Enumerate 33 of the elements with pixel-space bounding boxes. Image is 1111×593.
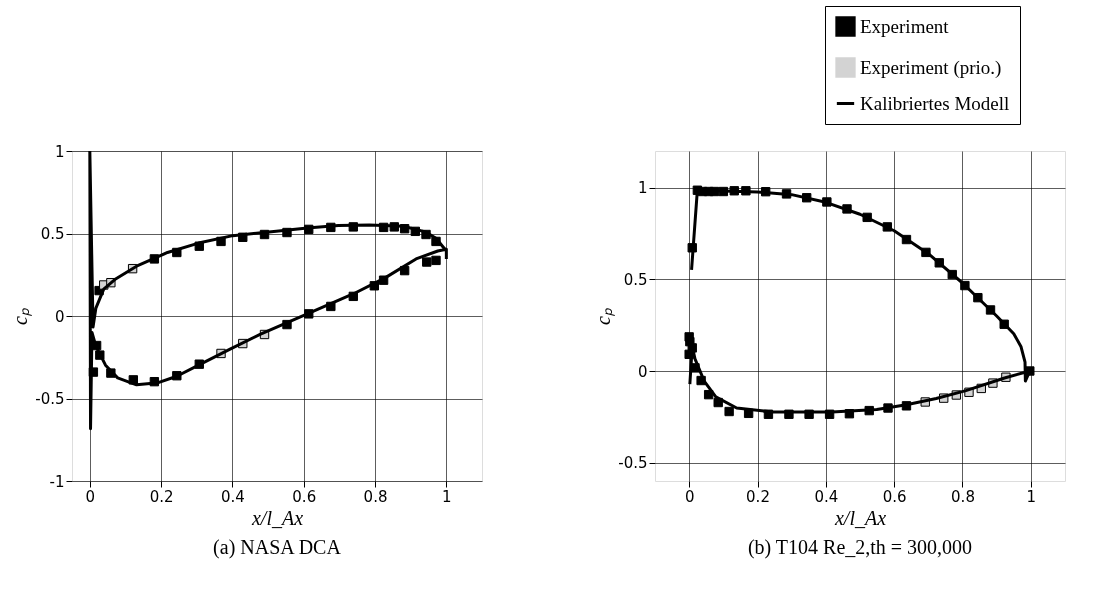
- y-tick-label: 1: [54, 142, 65, 161]
- y-tick-label: 1: [637, 179, 648, 198]
- x-tick-label: 1: [1026, 487, 1037, 506]
- x-tick-label: 0.8: [363, 487, 388, 506]
- x-tick-label: 0: [85, 487, 96, 506]
- x-tick-label: 0.2: [746, 487, 770, 506]
- legend-label: Experiment (prio.): [860, 56, 1002, 79]
- y-tick-label: 0: [637, 362, 648, 381]
- legend-label: Kalibriertes Modell: [860, 92, 1010, 114]
- x-tick-label: 0: [684, 487, 695, 506]
- x-axis-title: x/l_Ax: [833, 506, 887, 529]
- point: [422, 257, 432, 267]
- x-tick-label: 0.4: [814, 487, 839, 506]
- y-tick-label: 0.5: [623, 270, 648, 289]
- y-tick-label: 0.5: [40, 225, 65, 243]
- y-axis-title: cₚ: [9, 307, 33, 325]
- text: (b) T104 Re_2,th = 300,000: [747, 536, 973, 559]
- point: [724, 406, 734, 417]
- text: (a) NASA DCA: [213, 536, 342, 559]
- y-tick-label: -1: [49, 472, 65, 491]
- legend-label: Experiment: [860, 15, 950, 37]
- x-tick-label: 0.4: [221, 487, 245, 506]
- x-tick-label: 0.6: [882, 487, 907, 506]
- point: [431, 255, 441, 266]
- x-tick-label: 0.6: [292, 487, 317, 506]
- y-tick-label: 0: [54, 307, 65, 326]
- y-tick-label: -0.5: [35, 390, 65, 408]
- y-axis-title: cₚ: [592, 307, 616, 325]
- x-tick-label: 0.8: [951, 487, 975, 506]
- x-axis-title: x/l_Ax: [250, 506, 304, 529]
- x-tick-label: 0.2: [149, 487, 174, 506]
- y-tick-label: -0.5: [618, 454, 648, 473]
- x-tick-label: 1: [442, 487, 452, 506]
